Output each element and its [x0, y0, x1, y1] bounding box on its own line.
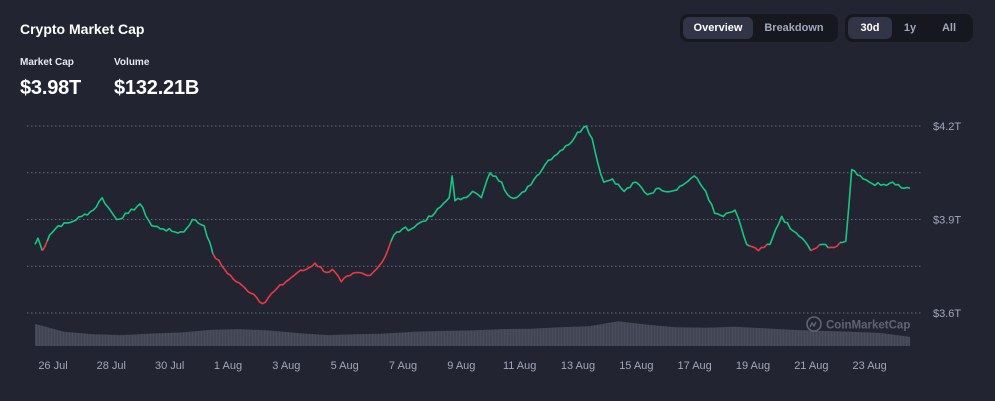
x-axis-labels: 26 Jul 28 Jul 30 Jul 1 Aug 3 Aug 5 Aug 7 Aug 9 … — [38, 360, 886, 372]
range-1y-button[interactable]: 1y — [903, 22, 917, 34]
overview-tab[interactable]: Overview — [683, 17, 753, 39]
x-tick-label: 21 Aug — [794, 360, 828, 372]
coinmarketcap-logo-icon — [806, 316, 822, 332]
x-tick-label: 23 Aug — [853, 360, 887, 372]
price-line-segment — [212, 241, 392, 305]
x-tick-label: 11 Aug — [503, 360, 536, 372]
y-tick-label: $3.6T — [933, 308, 961, 320]
range-30d-button[interactable]: 30d — [848, 17, 892, 39]
x-tick-label: 3 Aug — [272, 360, 300, 372]
y-tick-label: $3.9T — [933, 215, 961, 227]
x-tick-label: 26 Jul — [38, 360, 67, 372]
price-line-segment — [749, 243, 768, 252]
price-line-segment — [41, 240, 48, 252]
x-tick-label: 1 Aug — [214, 360, 242, 372]
price-line-segment — [819, 243, 829, 249]
y-axis-labels: $3.6T $3.9T $4.2T — [933, 121, 961, 320]
range-all-button[interactable]: All — [941, 22, 957, 34]
x-tick-label: 5 Aug — [331, 360, 359, 372]
grid-lines — [27, 125, 922, 314]
range-toggle: 30d 1y All — [845, 14, 973, 42]
price-line-segment — [34, 237, 44, 251]
volume-area — [34, 318, 910, 346]
x-tick-label: 9 Aug — [447, 360, 475, 372]
x-tick-label: 28 Jul — [97, 360, 126, 372]
breakdown-tab[interactable]: Breakdown — [764, 22, 824, 34]
price-line-segment — [767, 215, 812, 252]
chart-title: Crypto Market Cap — [20, 21, 145, 37]
coinmarketcap-watermark: CoinMarketCap — [806, 316, 910, 332]
volume-fill — [35, 321, 910, 346]
x-tick-label: 15 Aug — [619, 360, 653, 372]
y-tick-label: $4.2T — [933, 121, 961, 133]
price-line-segment — [810, 244, 821, 252]
x-tick-label: 7 Aug — [389, 360, 417, 372]
volume-label: Volume — [114, 57, 150, 68]
price-line-segment — [828, 242, 841, 249]
price-line-segment — [46, 196, 214, 255]
x-tick-label: 30 Jul — [155, 360, 184, 372]
price-line-segment — [839, 168, 911, 244]
volume-value: $132.21B — [114, 77, 200, 99]
x-tick-label: 13 Aug — [561, 360, 595, 372]
coinmarketcap-logo-mark — [809, 321, 817, 328]
market-cap-label: Market Cap — [20, 57, 74, 68]
watermark-text: CoinMarketCap — [826, 320, 910, 332]
price-line — [34, 125, 911, 305]
view-toggle: Overview Breakdown — [680, 14, 838, 42]
market-cap-stat: Market Cap $3.98T — [20, 57, 81, 100]
price-line-segment — [390, 125, 750, 247]
x-tick-label: 19 Aug — [736, 360, 770, 372]
x-tick-label: 17 Aug — [678, 360, 712, 372]
volume-stat: Volume $132.21B — [114, 57, 199, 100]
market-cap-value: $3.98T — [20, 77, 82, 99]
